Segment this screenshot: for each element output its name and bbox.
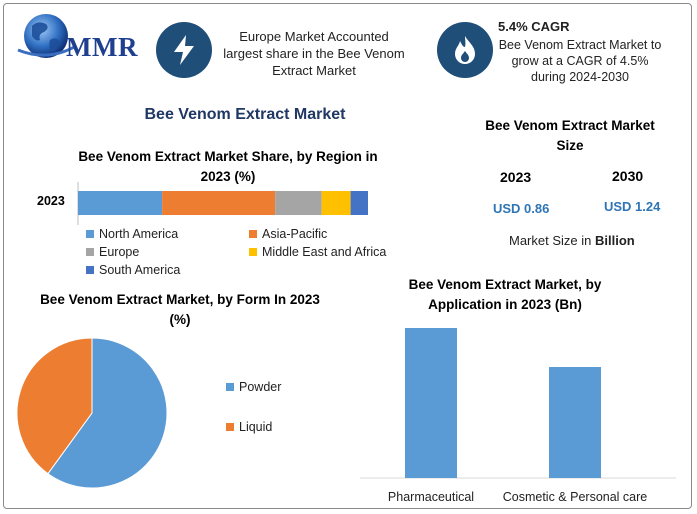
region-bar-south-america (350, 191, 368, 215)
legend-label: Europe (99, 245, 140, 259)
size-panel-title: Bee Venom Extract Market Size (485, 118, 655, 153)
legend-label: North America (99, 227, 179, 241)
legend-swatch (226, 423, 234, 431)
region-bar-middle-east-and-africa (321, 191, 351, 215)
highlight-text-2: Bee Venom Extract Market to grow at a CA… (498, 38, 662, 84)
highlight-icon-circle-2 (437, 22, 493, 78)
legend-europe: Europe (86, 245, 139, 259)
year-2030-label: 2030 (612, 168, 644, 184)
value-2023: USD 0.86 (493, 201, 550, 216)
legend-swatch (86, 248, 94, 256)
year-2023-label: 2023 (500, 169, 532, 185)
legend-label: Middle East and Africa (262, 245, 387, 259)
size-unit-note: Market Size in Billion (509, 233, 635, 248)
region-bars (78, 191, 368, 215)
main-title: Bee Venom Extract Market (144, 106, 346, 123)
region-category-label: 2023 (37, 194, 65, 208)
flame-icon (455, 36, 475, 64)
region-chart-title: Bee Venom Extract Market Share, by Regio… (78, 149, 378, 184)
application-bar-cosmetic-personal-care (549, 367, 601, 478)
region-bar-europe (275, 191, 322, 215)
legend-label: Powder (239, 380, 282, 394)
legend-swatch (86, 266, 94, 274)
region-bar-asia-pacific (162, 191, 276, 215)
legend-powder: Powder (226, 380, 281, 394)
lightning-icon (174, 35, 194, 65)
legend-swatch (249, 230, 257, 238)
legend-south-america: South America (86, 263, 180, 277)
size-unit-note-prefix: Market Size in (509, 233, 595, 248)
legend-swatch (249, 248, 257, 256)
highlight-title-2: 5.4% CAGR (498, 19, 570, 34)
application-bars (405, 328, 601, 478)
legend-liquid: Liquid (226, 420, 272, 434)
size-unit-note-unit: Billion (594, 233, 635, 248)
pie-slices (16, 337, 168, 489)
legend-asia-pacific: Asia-Pacific (249, 227, 327, 241)
infographic-frame (3, 3, 692, 509)
value-2030: USD 1.24 (604, 199, 661, 214)
app-category-label: Cosmetic & Personal care (502, 490, 648, 504)
mmr-logo (12, 10, 142, 70)
pie-slice-liquid (16, 337, 93, 475)
legend-middle-east-africa: Middle East and Africa (249, 245, 386, 259)
legend-swatch (86, 230, 94, 238)
legend-label: Asia-Pacific (262, 227, 328, 241)
legend-north-america: North America (86, 227, 178, 241)
highlight-text-1: Europe Market Accounted largest share in… (223, 29, 405, 78)
logo-text: MMR (66, 32, 138, 62)
pie-slice-powder (47, 337, 168, 489)
legend-swatch (226, 383, 234, 391)
highlight-icon-circle-1 (156, 22, 212, 78)
application-chart-title: Bee Venom Extract Market, by Application… (408, 277, 602, 312)
application-bar-pharmaceutical (405, 328, 457, 478)
legend-label: Liquid (239, 420, 273, 434)
legend-label: South America (99, 263, 181, 277)
region-bar-north-america (78, 191, 163, 215)
app-category-label: Pharmaceutical (387, 490, 475, 504)
form-chart-title: Bee Venom Extract Market, by Form In 202… (40, 292, 320, 327)
globe-icon (17, 14, 77, 58)
